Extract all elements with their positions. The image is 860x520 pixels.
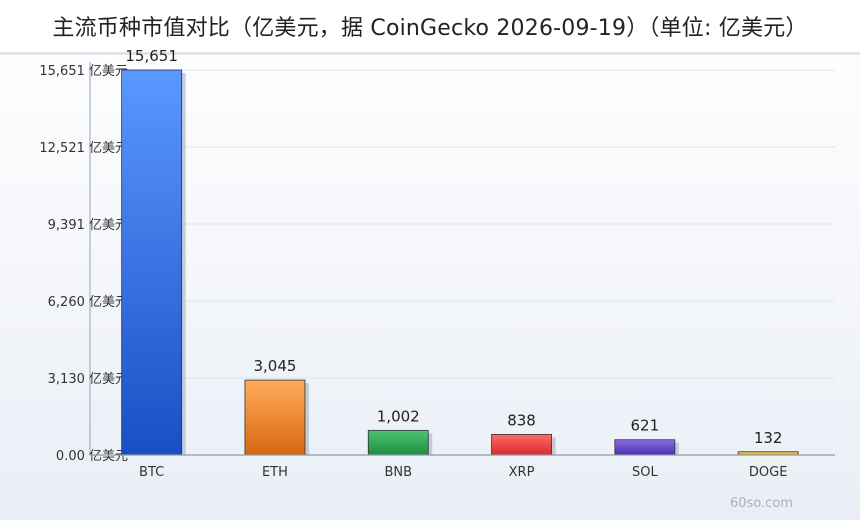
chart-title-bar: 主流币种市值对比（亿美元，据 CoinGecko 2026-09-19）（单位:… — [0, 0, 860, 55]
bar-xrp — [491, 433, 552, 456]
y-tick-label: 9,391 亿美元 — [48, 218, 128, 233]
bar-bnb — [367, 429, 429, 456]
x-tick-label: DOGE — [749, 465, 788, 480]
bar-value-label: 838 — [507, 411, 536, 429]
bar-btc — [121, 69, 183, 456]
bar-value-label: 1,002 — [377, 407, 420, 425]
chart-title: 主流币种市值对比（亿美元，据 CoinGecko 2026-09-19）（单位:… — [52, 16, 808, 41]
watermark: 60so.com — [730, 496, 793, 511]
y-tick-label: 0.00 亿美元 — [56, 449, 128, 464]
y-tick-label: 15,651 亿美元 — [39, 64, 128, 79]
bar-value-label: 621 — [631, 417, 660, 435]
bar-value-label: 15,651 — [125, 47, 178, 65]
x-tick-label: SOL — [632, 465, 658, 480]
x-tick-label: BNB — [384, 465, 412, 480]
y-tick-label: 6,260 亿美元 — [48, 295, 128, 310]
bar-value-label: 132 — [754, 429, 783, 447]
bar-sol — [614, 439, 676, 456]
x-tick-label: ETH — [262, 465, 288, 480]
bar-eth — [244, 379, 306, 456]
y-tick-label: 12,521 亿美元 — [39, 141, 128, 156]
x-tick-label: XRP — [509, 465, 535, 480]
bar-value-label: 3,045 — [253, 357, 296, 375]
x-tick-label: BTC — [139, 465, 164, 480]
y-tick-label: 3,130 亿美元 — [48, 372, 128, 387]
